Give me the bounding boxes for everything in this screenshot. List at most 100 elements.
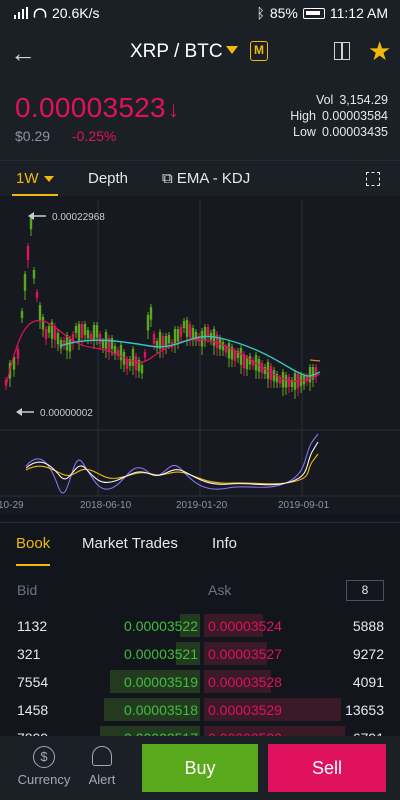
tab-depth[interactable]: Depth (88, 170, 129, 187)
wifi-icon (33, 8, 47, 18)
candle-body (158, 332, 162, 349)
candle-body (251, 360, 255, 366)
margin-badge[interactable]: M (250, 41, 268, 61)
candle-body (179, 327, 183, 337)
price-chart[interactable]: 0.00022968 0.00000002 10-29 2018-06-10 2019-… (0, 196, 400, 514)
last-price: 0.00003523↓ (15, 92, 179, 124)
status-bar: 20.6K/s ᛒ 85% 11:12 AM (0, 0, 400, 28)
candle-body (107, 338, 111, 352)
candle-body (47, 326, 51, 333)
candle-body (68, 339, 72, 352)
candle-body (95, 325, 99, 338)
candle-body (101, 341, 105, 348)
candle-body (152, 334, 156, 344)
candle-body (161, 336, 165, 350)
candle-body (164, 336, 168, 348)
tab-underline (12, 194, 58, 196)
candle-body (155, 341, 159, 348)
candle-body (77, 324, 81, 341)
ask-depth-bar (204, 670, 271, 693)
candle-body (308, 367, 312, 383)
candle-body (113, 346, 117, 355)
x-tick-label: 2019-01-20 (176, 500, 228, 511)
candle-body (125, 359, 129, 369)
candle-body (242, 354, 246, 368)
price-stats: Vol 3,154.29 High 0.00003584 Low 0.00003435 (290, 92, 388, 140)
candle-body (140, 365, 144, 374)
split-screen-icon[interactable] (334, 42, 352, 60)
tab-market-trades[interactable]: Market Trades (82, 535, 178, 552)
ask-price: 0.00003527 (208, 646, 282, 662)
candle-body (32, 270, 36, 279)
candle-body (173, 329, 177, 345)
network-speed: 20.6K/s (52, 5, 100, 21)
buy-button[interactable]: Buy (142, 744, 258, 792)
fullscreen-icon[interactable] (366, 172, 380, 186)
price-marker (309, 359, 321, 362)
candle-body (263, 367, 267, 374)
tab-info[interactable]: Info (212, 535, 238, 552)
candle-body (143, 352, 147, 358)
last-price-value: 0.00003523 (15, 92, 166, 123)
sell-button[interactable]: Sell (268, 744, 386, 792)
order-book-row[interactable]: 7554 0.00003519 0.00003528 4091 (0, 668, 400, 696)
candle-body (131, 349, 135, 366)
bid-qty: 321 (17, 646, 41, 662)
ask-qty: 13653 (345, 702, 384, 718)
ask-qty: 9272 (352, 646, 384, 662)
bid-qty: 7554 (17, 674, 49, 690)
candle-body (44, 329, 48, 339)
bid-depth-bar (176, 642, 200, 665)
ask-header: Ask (208, 582, 232, 598)
candle-body (224, 347, 228, 353)
interval-selector[interactable]: 1W (16, 170, 54, 187)
candle-body (215, 334, 219, 348)
book-tabs: Book Market Trades Info (0, 522, 400, 566)
pair-title[interactable]: XRP / BTC (130, 41, 223, 62)
currency-button[interactable]: $ Currency (16, 742, 72, 787)
order-book-row[interactable]: 1458 0.00003518 0.00003529 13653 (0, 696, 400, 724)
tab-indicators[interactable]: ⧉ EMA - KDJ (162, 170, 250, 187)
candle-body (20, 311, 24, 318)
bid-qty: 1458 (17, 702, 49, 718)
star-icon[interactable]: ★ (368, 36, 392, 66)
bid-depth-bar (104, 698, 200, 721)
candle-body (206, 327, 210, 337)
candle-body (284, 375, 288, 388)
low-value: 0.00003435 (321, 125, 388, 139)
signal-icon (14, 7, 28, 19)
candle-body (29, 218, 33, 230)
ema-fast-line (5, 320, 321, 387)
down-arrow-icon: ↓ (167, 97, 180, 122)
min-arrow-head (16, 408, 22, 416)
battery-icon (302, 7, 325, 19)
chart-svg: 0.00022968 0.00000002 10-29 2018-06-10 2019-… (0, 200, 400, 511)
ask-qty: 5888 (352, 618, 384, 634)
bid-price: 0.00003519 (124, 674, 198, 690)
order-book-row[interactable]: 1132 0.00003522 0.00003524 5888 (0, 612, 400, 640)
alert-button[interactable]: Alert (80, 742, 124, 787)
candle-body (137, 360, 141, 372)
candle-body (287, 377, 291, 387)
back-arrow-icon[interactable]: ← (10, 38, 36, 68)
ask-price: 0.00003528 (208, 674, 282, 690)
candle-body (281, 372, 285, 388)
bid-depth-bar (110, 670, 200, 693)
price-change: -0.25% (72, 128, 117, 144)
candle-body (176, 329, 180, 342)
currency-label: Currency (17, 772, 71, 787)
chevron-down-icon[interactable] (226, 46, 238, 54)
order-book-row[interactable]: 321 0.00003521 0.00003527 9272 (0, 640, 400, 668)
bottom-bar: $ Currency Alert Buy Sell (0, 736, 400, 800)
vol-value: 3,154.29 (339, 93, 388, 107)
high-value: 0.00003584 (321, 109, 388, 123)
tab-book[interactable]: Book (16, 535, 51, 552)
depth-selector[interactable]: 8 (346, 580, 384, 601)
tab-underline (16, 564, 50, 566)
candle-body (38, 305, 42, 321)
bell-icon (92, 746, 112, 766)
max-annotation: 0.00022968 (52, 212, 105, 223)
candle-body (35, 292, 39, 298)
candle-body (236, 351, 240, 358)
candle-body (80, 324, 84, 338)
